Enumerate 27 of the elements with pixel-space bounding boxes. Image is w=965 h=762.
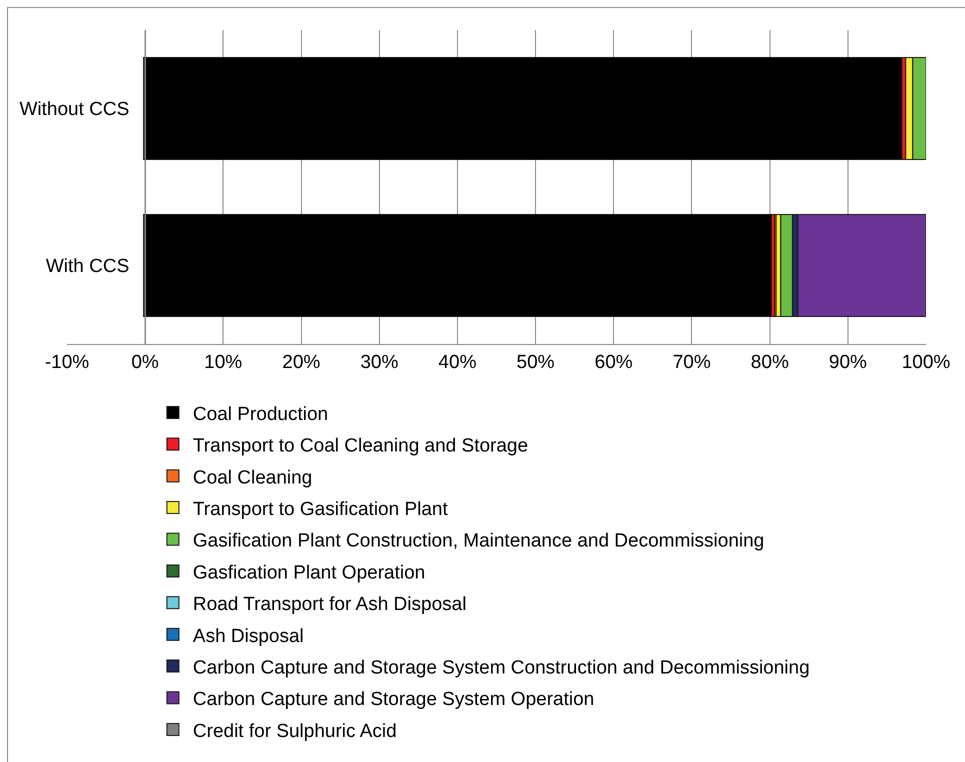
x-tick-label: 100% — [902, 352, 950, 373]
bar — [144, 214, 772, 318]
x-tick-label: -10% — [44, 352, 90, 373]
x-tick-label: 90% — [828, 352, 868, 373]
x-tick-label: 50% — [516, 352, 555, 373]
legend-label: Credit for Sulphuric Acid — [192, 720, 397, 742]
x-tick-label: 0% — [131, 352, 159, 373]
x-tick-label: 10% — [204, 352, 242, 373]
y-tick-label: With CCS — [46, 256, 130, 278]
legend-label: Gasfication Plant Operation — [192, 562, 426, 584]
legend-label: Transport to Coal Cleaning and Storage — [192, 436, 528, 457]
x-tick-label: 20% — [282, 352, 320, 373]
bar — [144, 56, 902, 160]
x-tick-label: 40% — [438, 352, 477, 373]
legend-label: Coal Production — [192, 404, 328, 425]
legend-label: Carbon Capture and Storage System Construction and Decommissioning — [192, 657, 810, 678]
y-tick-label: Without CCS — [19, 99, 130, 120]
legend-label: Transport to Gasification Plant — [192, 498, 448, 520]
legend-label: Ash Disposal — [192, 626, 304, 647]
legend-label: Carbon Capture and Storage System Operation — [192, 689, 594, 710]
x-tick-label: 60% — [594, 352, 633, 373]
legend-label: Road Transport for Ash Disposal — [192, 594, 466, 616]
x-tick-label: 70% — [672, 352, 711, 373]
x-tick-label: 30% — [360, 352, 398, 373]
legend-label: Coal Cleaning — [192, 467, 312, 488]
x-tick-label: 80% — [750, 352, 789, 373]
legend-label: Gasification Plant Construction, Maintenance and Decommissioning — [192, 530, 764, 552]
